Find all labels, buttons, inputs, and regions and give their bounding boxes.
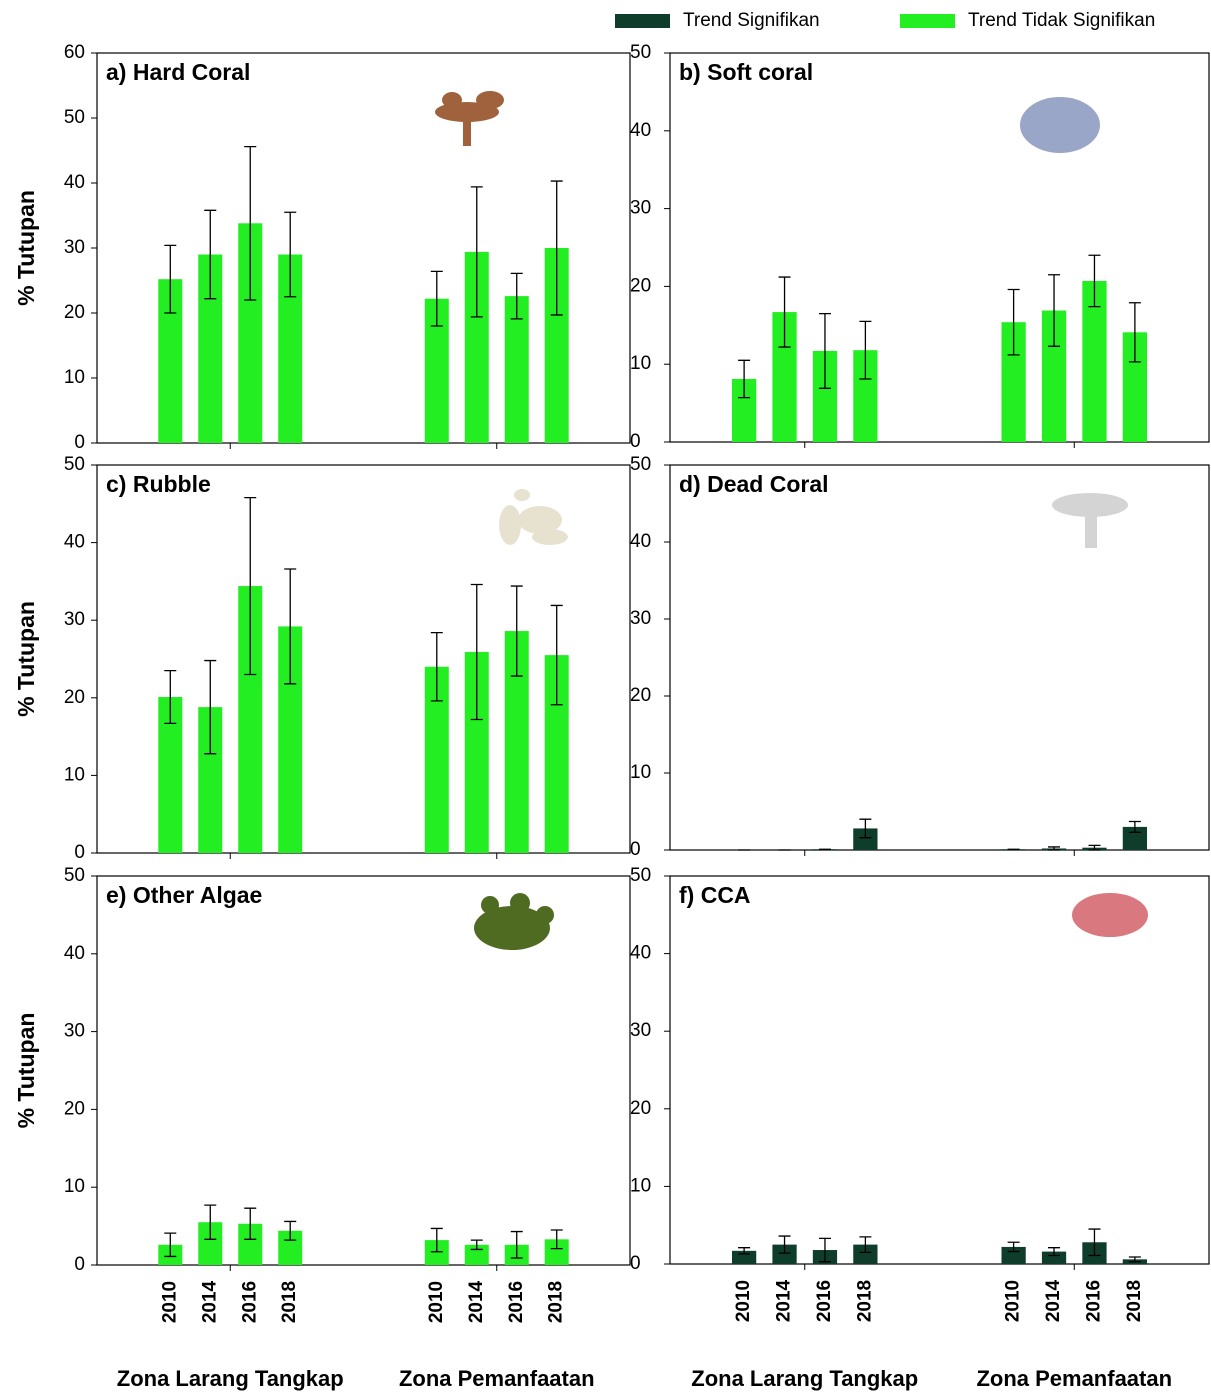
- legend-label: Trend Signifikan: [683, 10, 820, 31]
- y-tick-label: 50: [630, 42, 651, 63]
- x-tick-label: 2014: [199, 1280, 220, 1323]
- x-tick-label: 2016: [814, 1280, 835, 1322]
- y-axis-label: % Tutupan: [13, 1013, 39, 1129]
- plot-frame: [670, 465, 1209, 850]
- y-tick-label: 30: [64, 1021, 85, 1042]
- y-tick-label: 0: [74, 842, 85, 863]
- y-tick-label: 20: [64, 1098, 85, 1119]
- y-tick-label: 30: [630, 608, 651, 629]
- panel-title: f) CCA: [679, 882, 751, 908]
- panel-title: e) Other Algae: [106, 882, 262, 908]
- y-tick-label: 20: [630, 1098, 651, 1119]
- y-tick-label: 60: [64, 42, 85, 63]
- x-tick-label: 2016: [506, 1281, 527, 1323]
- icons: [435, 91, 1148, 950]
- y-tick-label: 0: [74, 432, 85, 453]
- y-tick-label: 20: [630, 685, 651, 706]
- y-tick-label: 10: [64, 367, 85, 388]
- y-tick-label: 30: [630, 198, 651, 219]
- y-tick-label: 40: [630, 120, 651, 141]
- y-tick-label: 20: [630, 275, 651, 296]
- y-tick-label: 30: [64, 609, 85, 630]
- figure: Trend Signifikan Trend Tidak Signifikan 0 1…: [0, 0, 1211, 1392]
- y-tick-label: 10: [630, 353, 651, 374]
- y-tick-label: 50: [64, 454, 85, 475]
- panel-title: c) Rubble: [106, 471, 211, 497]
- legend-swatch: [615, 14, 670, 28]
- y-tick-label: 40: [630, 943, 651, 964]
- dead-coral-icon: [1052, 493, 1128, 548]
- panel-title: b) Soft coral: [679, 59, 813, 85]
- legend-swatch: [900, 14, 955, 28]
- y-tick-label: 30: [630, 1020, 651, 1041]
- y-tick-label: 50: [630, 865, 651, 886]
- x-tick-label: 2014: [774, 1279, 795, 1322]
- algae-icon: [474, 893, 554, 950]
- y-tick-label: 0: [630, 839, 641, 860]
- y-tick-label: 40: [64, 172, 85, 193]
- y-tick-label: 50: [64, 865, 85, 886]
- y-tick-label: 20: [64, 302, 85, 323]
- group-label: Zona Larang Tangkap: [117, 1366, 344, 1391]
- y-tick-label: 0: [74, 1254, 85, 1275]
- y-tick-label: 50: [630, 454, 651, 475]
- plot-frame: [97, 876, 630, 1265]
- y-tick-label: 10: [630, 1175, 651, 1196]
- y-tick-label: 40: [630, 531, 651, 552]
- y-axis-label: % Tutupan: [13, 601, 39, 717]
- y-tick-label: 0: [630, 1253, 641, 1274]
- x-tick-label: 2018: [854, 1280, 875, 1322]
- y-tick-label: 0: [630, 431, 641, 452]
- panel-title: d) Dead Coral: [679, 471, 829, 497]
- group-label: Zona Pemanfaatan: [399, 1366, 595, 1391]
- y-tick-label: 50: [64, 107, 85, 128]
- y-tick-label: 20: [64, 687, 85, 708]
- x-tick-label: 2010: [159, 1281, 180, 1323]
- x-tick-label: 2018: [279, 1281, 300, 1323]
- y-tick-label: 30: [64, 237, 85, 258]
- legend-label: Trend Tidak Signifikan: [968, 10, 1155, 31]
- cca-icon: [1072, 893, 1148, 937]
- y-tick-label: 10: [630, 762, 651, 783]
- x-tick-label: 2014: [466, 1280, 487, 1323]
- x-tick-label: 2018: [546, 1281, 567, 1323]
- x-tick-label: 2016: [239, 1281, 260, 1323]
- soft-coral-icon: [1020, 97, 1100, 153]
- y-axis-label: % Tutupan: [13, 190, 39, 306]
- group-label: Zona Pemanfaatan: [976, 1366, 1172, 1391]
- x-tick-label: 2010: [426, 1281, 447, 1323]
- x-tick-label: 2016: [1083, 1280, 1104, 1322]
- coral-icon: [435, 91, 504, 146]
- y-tick-label: 40: [64, 943, 85, 964]
- rubble-icon: [499, 489, 568, 545]
- panel-title: a) Hard Coral: [106, 59, 250, 85]
- y-tick-label: 40: [64, 532, 85, 553]
- group-label: Zona Larang Tangkap: [691, 1366, 918, 1391]
- y-tick-label: 10: [64, 1176, 85, 1197]
- x-tick-label: 2018: [1124, 1280, 1145, 1322]
- x-tick-label: 2010: [733, 1280, 754, 1322]
- x-tick-label: 2014: [1043, 1279, 1064, 1322]
- x-tick-label: 2010: [1003, 1280, 1024, 1322]
- error-bar: [1048, 847, 1060, 850]
- y-tick-label: 10: [64, 764, 85, 785]
